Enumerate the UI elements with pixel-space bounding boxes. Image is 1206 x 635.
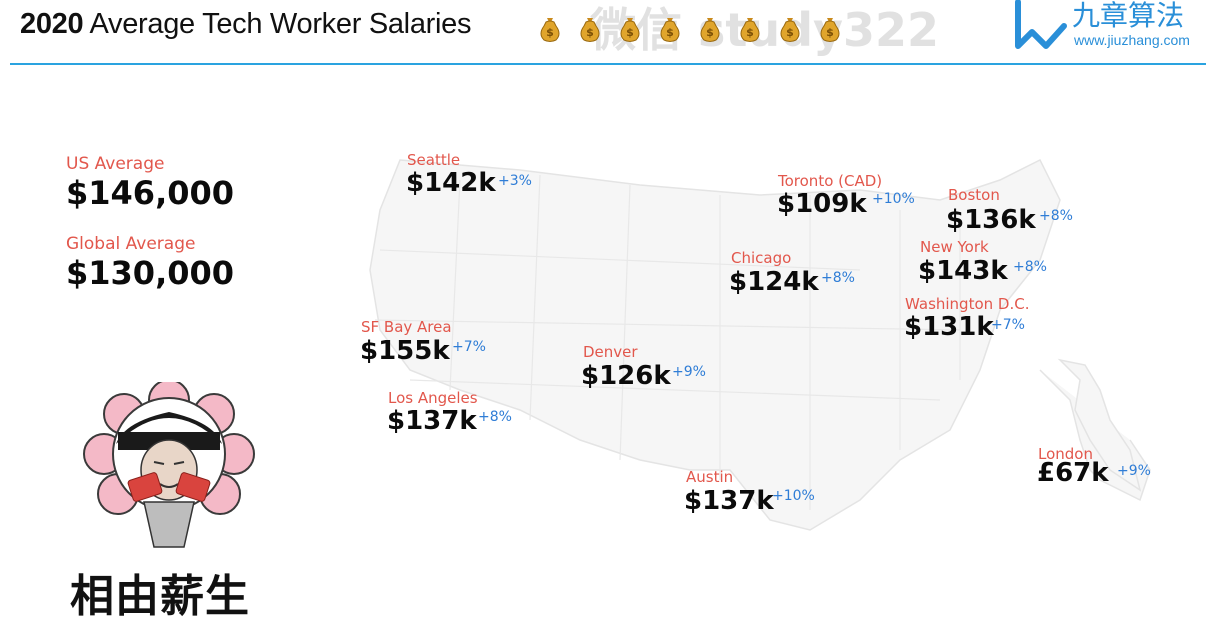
city-growth-toronto: +10%: [872, 191, 915, 207]
money-bag-icon: [700, 17, 720, 42]
city-growth-chicago: +8%: [821, 270, 855, 286]
money-bag-icon: [740, 17, 760, 42]
city-name-chicago: Chicago: [731, 249, 792, 267]
us-average-value: $146,000: [66, 174, 235, 212]
city-name-boston: Boston: [948, 186, 1000, 204]
city-growth-los-angeles: +8%: [478, 409, 512, 425]
city-name-sf-bay-area: SF Bay Area: [361, 318, 452, 336]
city-name-toronto: Toronto (CAD): [778, 172, 883, 190]
city-growth-boston: +8%: [1039, 208, 1073, 224]
city-salary-washington-dc: $131k: [904, 312, 994, 342]
city-name-los-angeles: Los Angeles: [388, 389, 478, 407]
city-growth-washington-dc: +7%: [991, 317, 1025, 333]
city-salary-boston: $136k: [946, 205, 1036, 235]
logo-url: www.jiuzhang.com: [1074, 32, 1190, 48]
city-salary-seattle: $142k: [406, 168, 496, 198]
city-growth-seattle: +3%: [498, 173, 532, 189]
city-name-new-york: New York: [920, 238, 989, 256]
city-salary-los-angeles: $137k: [387, 406, 477, 436]
city-name-denver: Denver: [583, 343, 638, 361]
city-name-london: London: [1038, 445, 1093, 463]
city-salary-denver: $126k: [581, 361, 671, 391]
city-salary-new-york: $143k: [918, 256, 1008, 286]
title-year: 2020: [20, 8, 84, 40]
global-average-value: $130,000: [66, 254, 235, 292]
city-name-seattle: Seattle: [407, 151, 461, 169]
city-salary-toronto: $109k: [777, 189, 867, 219]
us-average-label: US Average: [66, 154, 165, 174]
meme-sticker-image: [83, 382, 255, 548]
money-bag-icon: [660, 17, 680, 42]
title-text: Average Tech Worker Salaries: [89, 8, 472, 40]
money-bag-icon: [540, 17, 560, 42]
watermark: 微信 study322: [590, 3, 940, 57]
city-growth-denver: +9%: [672, 364, 706, 380]
city-growth-london: +9%: [1117, 463, 1151, 479]
money-bag-icon: [780, 17, 800, 42]
city-salary-london: £67k: [1037, 458, 1109, 488]
money-bag-icon: [580, 17, 600, 42]
city-growth-sf-bay-area: +7%: [452, 339, 486, 355]
money-bag-icon: [820, 17, 840, 42]
global-average-label: Global Average: [66, 234, 196, 254]
us-map-background: [369, 158, 1151, 531]
page-title: 2020 Average Tech Worker Salaries: [20, 8, 471, 41]
logo-brand: 九章算法: [1072, 0, 1185, 32]
city-salary-chicago: $124k: [729, 267, 819, 297]
jiuzhang-logo-icon: [1015, 0, 1067, 49]
city-salary-sf-bay-area: $155k: [360, 336, 450, 366]
city-salary-austin: $137k: [684, 486, 774, 516]
meme-caption: 相由薪生: [70, 571, 250, 622]
jiuzhang-logo: 九章算法 www.jiuzhang.com: [1010, 0, 1206, 60]
city-name-washington-dc: Washington D.C.: [905, 295, 1030, 313]
city-growth-new-york: +8%: [1013, 259, 1047, 275]
money-bag-row: $: [540, 17, 840, 42]
header-divider: [10, 63, 1206, 65]
money-bag-icon: [620, 17, 640, 42]
city-name-austin: Austin: [686, 468, 734, 486]
city-growth-austin: +10%: [772, 488, 815, 504]
